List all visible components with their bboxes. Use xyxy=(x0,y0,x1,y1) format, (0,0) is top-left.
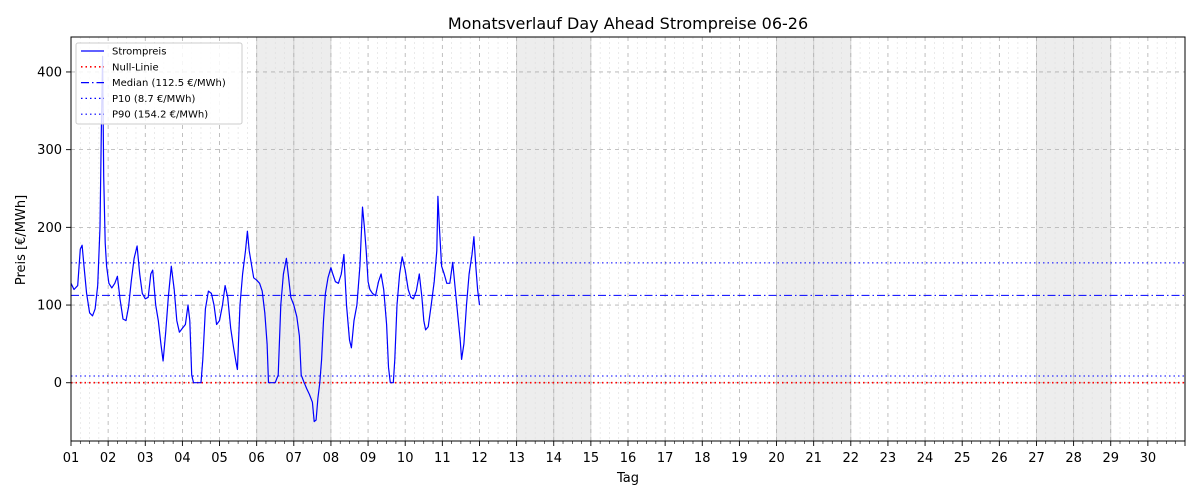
x-tick-label: 15 xyxy=(583,451,600,466)
x-tick-label: 13 xyxy=(508,451,525,466)
x-axis-title: Tag xyxy=(616,471,639,486)
x-tick-label: 01 xyxy=(63,451,80,466)
x-tick-label: 21 xyxy=(805,451,822,466)
x-axis-ticks: 01 02 03 04 05 06 07 08 09 10 11 12 13 14 15 16 17 18 19 20… xyxy=(63,441,1186,466)
x-tick-label: 30 xyxy=(1140,451,1157,466)
x-tick-label: 11 xyxy=(434,451,451,466)
x-tick-label: 23 xyxy=(880,451,897,466)
x-tick-label: 28 xyxy=(1065,451,1082,466)
x-tick-label: 29 xyxy=(1102,451,1119,466)
legend-label: Strompreis xyxy=(112,47,166,58)
x-tick-label: 09 xyxy=(360,451,377,466)
legend: Strompreis Null-Linie Median (112.5 €/MWh)… xyxy=(75,42,243,125)
y-axis-title: Preis [€/MWh] xyxy=(14,195,29,285)
x-tick-label: 06 xyxy=(248,451,265,466)
y-tick-label: 0 xyxy=(54,376,62,391)
x-tick-label: 27 xyxy=(1028,451,1045,466)
legend-label: Median (112.5 €/MWh) xyxy=(112,78,226,89)
y-tick-label: 300 xyxy=(37,143,62,158)
x-tick-label: 04 xyxy=(174,451,191,466)
legend-label: P90 (154.2 €/MWh) xyxy=(112,110,208,121)
x-tick-label: 25 xyxy=(954,451,971,466)
x-tick-label: 02 xyxy=(100,451,117,466)
y-axis-ticks: 0 100 200 300 400 xyxy=(37,65,71,391)
x-tick-label: 22 xyxy=(843,451,860,466)
y-tick-label: 400 xyxy=(37,65,62,80)
y-tick-label: 200 xyxy=(37,221,62,236)
series-layer xyxy=(70,55,481,423)
x-tick-label: 16 xyxy=(620,451,637,466)
x-tick-label: 18 xyxy=(694,451,711,466)
y-tick-label: 100 xyxy=(37,299,62,314)
x-tick-label: 10 xyxy=(397,451,414,466)
x-tick-label: 17 xyxy=(657,451,674,466)
x-tick-label: 05 xyxy=(211,451,228,466)
x-tick-label: 24 xyxy=(917,451,934,466)
x-tick-label: 19 xyxy=(731,451,748,466)
x-tick-label: 20 xyxy=(768,451,785,466)
grid xyxy=(70,37,1186,441)
chart-title: Monatsverlauf Day Ahead Strompreise 06-2… xyxy=(448,14,808,33)
x-tick-label: 08 xyxy=(323,451,340,466)
series-line xyxy=(70,55,481,423)
x-tick-label: 14 xyxy=(545,451,562,466)
reference-lines xyxy=(71,262,1185,384)
x-tick-label: 26 xyxy=(991,451,1008,466)
x-tick-label: 07 xyxy=(286,451,303,466)
legend-label: P10 (8.7 €/MWh) xyxy=(112,94,196,105)
x-tick-label: 03 xyxy=(137,451,154,466)
legend-label: Null-Linie xyxy=(112,62,159,73)
x-tick-label: 12 xyxy=(471,451,488,466)
legend-box xyxy=(75,42,243,125)
